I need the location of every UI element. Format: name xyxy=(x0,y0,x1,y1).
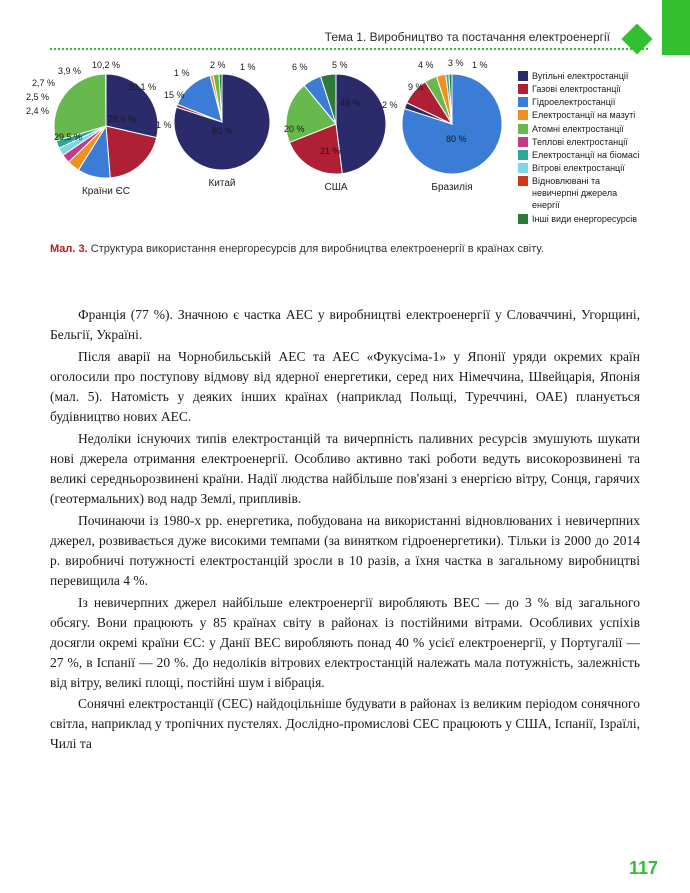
legend-label: Теплові електростанції xyxy=(532,136,628,148)
slice-label: 2 % xyxy=(210,60,226,70)
legend-item: Електростанції на мазуті xyxy=(518,109,640,121)
slice-label: 21 % xyxy=(320,146,341,156)
legend-swatch xyxy=(518,124,528,134)
slice-label: 2,7 % xyxy=(32,78,55,88)
slice-label: 1 % xyxy=(174,68,190,78)
legend-swatch xyxy=(518,71,528,81)
legend: Вугільні електростанціїГазові електроста… xyxy=(518,70,640,226)
slice-label: 20,1 % xyxy=(128,82,156,92)
slice-label: 1 % xyxy=(240,62,256,72)
slice-label: 1 % xyxy=(472,60,488,70)
pie-slice xyxy=(336,74,386,174)
slice-label: 10,2 % xyxy=(92,60,120,70)
legend-swatch xyxy=(518,214,528,224)
legend-item: Електростанції на біомасі xyxy=(518,149,640,161)
paragraph: Франція (77 %). Значною є частка АЕС у в… xyxy=(50,305,640,345)
slice-label: 5 % xyxy=(332,60,348,70)
slice-label: 4 % xyxy=(418,60,434,70)
slice-label: 2,5 % xyxy=(26,92,49,102)
slice-label: 3,9 % xyxy=(58,66,81,76)
pie-caption: США xyxy=(324,182,347,193)
legend-swatch xyxy=(518,176,528,186)
legend-item: Атомні електростанції xyxy=(518,123,640,135)
slice-label: 28,6 % xyxy=(108,114,136,124)
legend-label: Електростанції на мазуті xyxy=(532,109,635,121)
charts-row: 28,6 %20,1 %10,2 %3,9 %2,7 %2,5 %2,4 %29… xyxy=(50,70,640,226)
pie-chart: 80 %2 %9 %4 %3 %1 %Бразилія xyxy=(398,70,506,193)
legend-label: Атомні електростанції xyxy=(532,123,624,135)
legend-label: Відновлювані та невичерпні джерела енерг… xyxy=(532,175,640,211)
paragraph: Із невичерпних джерел найбільше електрое… xyxy=(50,593,640,693)
legend-swatch xyxy=(518,163,528,173)
legend-label: Електростанції на біомасі xyxy=(532,149,639,161)
legend-swatch xyxy=(518,84,528,94)
legend-item: Відновлювані та невичерпні джерела енерг… xyxy=(518,175,640,211)
figure-caption-text: Структура використання енергоресурсів дл… xyxy=(91,243,544,255)
slice-label: 29,5 % xyxy=(54,132,82,142)
slice-label: 48 % xyxy=(340,98,361,108)
legend-item: Вітрові електростанції xyxy=(518,162,640,174)
header-tab xyxy=(662,0,690,55)
header-rule xyxy=(50,48,650,50)
theme-title: Тема 1. Виробництво та постачання електр… xyxy=(50,30,640,44)
paragraph: Після аварії на Чорнобильській АЕС та АЕ… xyxy=(50,347,640,427)
legend-item: Вугільні електростанції xyxy=(518,70,640,82)
legend-label: Вітрові електростанції xyxy=(532,162,625,174)
legend-swatch xyxy=(518,150,528,160)
slice-label: 3 % xyxy=(448,58,464,68)
page: Тема 1. Виробництво та постачання електр… xyxy=(0,0,690,893)
figure-label: Мал. 3. xyxy=(50,243,88,255)
paragraph: Сонячні електростанції (СЕС) найдоцільні… xyxy=(50,694,640,754)
page-number: 117 xyxy=(629,858,658,879)
pie-chart: 28,6 %20,1 %10,2 %3,9 %2,7 %2,5 %2,4 %29… xyxy=(50,70,162,197)
legend-label: Газові електростанції xyxy=(532,83,621,95)
legend-label: Вугільні електростанції xyxy=(532,70,628,82)
slice-label: 20 % xyxy=(284,124,305,134)
legend-swatch xyxy=(518,97,528,107)
pie-caption: Країни ЄС xyxy=(82,186,130,197)
legend-item: Теплові електростанції xyxy=(518,136,640,148)
body-text: Франція (77 %). Значною є частка АЕС у в… xyxy=(50,305,640,754)
figure-caption: Мал. 3. Структура використання енергорес… xyxy=(50,242,640,257)
pie-caption: Китай xyxy=(208,178,235,189)
slice-label: 80 % xyxy=(212,126,233,136)
pie-chart: 80 %1 %15 %1 %2 %1 %Китай xyxy=(170,70,274,189)
legend-item: Гідроелектростанції xyxy=(518,96,640,108)
legend-swatch xyxy=(518,110,528,120)
legend-item: Інші види енергоресурсів xyxy=(518,213,640,225)
legend-label: Гідроелектростанції xyxy=(532,96,615,108)
slice-label: 80 % xyxy=(446,134,467,144)
slice-label: 15 % xyxy=(164,90,185,100)
slice-label: 1 % xyxy=(156,120,172,130)
slice-label: 2 % xyxy=(382,100,398,110)
pie-caption: Бразилія xyxy=(431,182,472,193)
legend-label: Інші види енергоресурсів xyxy=(532,213,637,225)
paragraph: Недоліки існуючих типів електростанцій т… xyxy=(50,429,640,509)
slice-label: 2,4 % xyxy=(26,106,49,116)
header: Тема 1. Виробництво та постачання електр… xyxy=(50,30,640,50)
slice-label: 6 % xyxy=(292,62,308,72)
legend-swatch xyxy=(518,137,528,147)
legend-item: Газові електростанції xyxy=(518,83,640,95)
pie-chart: 48 %21 %20 %6 %5 %США xyxy=(282,70,390,193)
paragraph: Починаючи із 1980-х рр. енергетика, побу… xyxy=(50,511,640,591)
slice-label: 9 % xyxy=(408,82,424,92)
